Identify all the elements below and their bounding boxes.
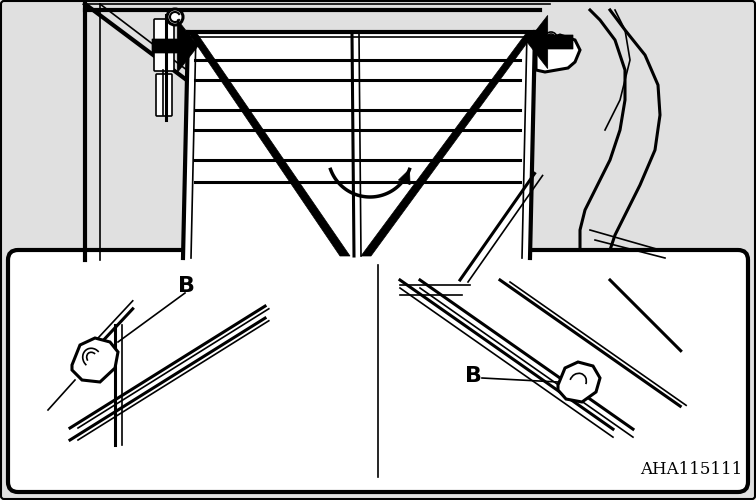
- Text: B: B: [465, 366, 482, 386]
- Polygon shape: [188, 32, 350, 256]
- Polygon shape: [183, 32, 535, 258]
- Polygon shape: [527, 16, 573, 68]
- Polygon shape: [558, 362, 600, 402]
- Text: AHA115111: AHA115111: [640, 461, 742, 478]
- FancyBboxPatch shape: [156, 74, 172, 116]
- Polygon shape: [361, 32, 535, 256]
- Polygon shape: [72, 338, 118, 382]
- Circle shape: [167, 9, 183, 25]
- Circle shape: [545, 32, 557, 44]
- FancyBboxPatch shape: [8, 250, 748, 492]
- Text: B: B: [178, 276, 195, 296]
- Polygon shape: [536, 35, 580, 72]
- Polygon shape: [398, 170, 410, 184]
- FancyBboxPatch shape: [154, 19, 174, 71]
- Polygon shape: [152, 20, 198, 72]
